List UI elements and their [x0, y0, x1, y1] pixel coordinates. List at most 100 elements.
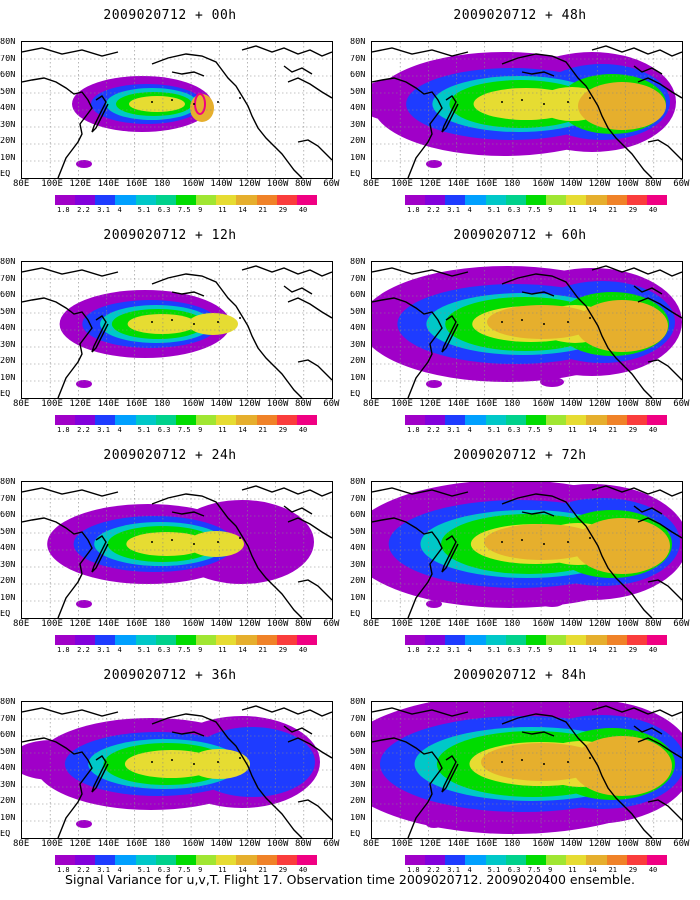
latitude-tick-label: 30N: [0, 120, 16, 130]
observation-dot: [217, 541, 219, 543]
observation-dot: [521, 759, 523, 761]
colorbar-level-label: 21: [608, 206, 617, 214]
latitude-tick-label: 10N: [350, 813, 366, 823]
longitude-tick-label: 80E: [363, 839, 380, 849]
colorbar: [405, 195, 668, 205]
colorbar-level-label: 29: [278, 206, 288, 214]
variance-field: [59, 290, 238, 388]
colorbar-level-label: 40: [648, 206, 658, 214]
latitude-tick-label: 60N: [0, 291, 16, 300]
colorbar-swatch: [135, 855, 157, 865]
colorbar-level-label: 1.8: [57, 206, 70, 214]
colorbar-swatch: [465, 855, 487, 865]
longitude-labels: 80E 100E 120E 140E 160E 180 160W 140W 120W 100W 80…: [363, 179, 690, 191]
panel-title: 2009020712 + 48h: [453, 8, 587, 23]
colorbar-swatch: [465, 195, 487, 205]
latitude-labels: 80N 70N 60N 50N 40N 30N 20N 10N EQ: [350, 478, 371, 619]
latitude-labels: 80N 70N 60N 50N 40N 30N 20N 10N EQ: [0, 478, 21, 619]
latitude-tick-label: 50N: [0, 87, 16, 97]
longitude-tick-label: 80W: [645, 839, 662, 849]
observation-points: [501, 537, 591, 545]
contour-yellow: [188, 313, 238, 335]
colorbar-level-label: 6.3: [157, 426, 171, 434]
longitude-tick-label: 100W: [616, 619, 639, 629]
latitude-tick-label: 20N: [350, 577, 366, 586]
colorbar-level-label: 7.5: [177, 206, 191, 214]
longitude-tick-label: 120E: [419, 619, 442, 629]
contour-orange: [574, 518, 670, 574]
colorbar-labels: 1.8 2.2 3.1 4 5.1 6.3 7.5 9 11 14 21 29 40: [55, 646, 317, 655]
colorbar-level-label: 2.2: [77, 206, 90, 214]
observation-dot: [193, 763, 195, 765]
latitude-labels: 80N 70N 60N 50N 40N 30N 20N 10N EQ: [0, 258, 21, 399]
variance-field: [372, 482, 682, 608]
colorbar-level-label: 14: [588, 426, 597, 434]
colorbar-swatch: [485, 195, 507, 205]
colorbar-swatch: [445, 415, 466, 425]
panel-title: 2009020712 + 24h: [103, 448, 237, 463]
panel-title: 2009020712 + 36h: [103, 668, 237, 683]
colorbar-swatch: [296, 635, 318, 645]
colorbar-swatch: [546, 855, 567, 865]
longitude-tick-label: 140W: [210, 839, 233, 849]
colorbar-swatch: [405, 635, 426, 645]
observation-points: [151, 757, 241, 765]
latitude-tick-label: 30N: [0, 780, 16, 790]
colorbar-swatch: [606, 195, 628, 205]
colorbar-level-label: 6.3: [507, 866, 521, 874]
colorbar-level-label: 14: [588, 866, 597, 874]
colorbar-swatch: [216, 635, 237, 645]
panel-title: 2009020712 + 72h: [453, 448, 587, 463]
colorbar-level-label: 5.1: [137, 866, 151, 874]
latitude-tick-label: 20N: [0, 577, 16, 586]
colorbar-level-label: 6.3: [157, 206, 171, 214]
coastlines: [372, 705, 682, 838]
latitude-tick-label: EQ: [350, 390, 361, 399]
colorbar-swatch: [155, 635, 177, 645]
latitude-tick-label: 70N: [0, 714, 16, 724]
observation-dot: [589, 97, 591, 99]
contour-yellow: [188, 749, 250, 779]
latitude-tick-label: 60N: [0, 731, 16, 740]
observation-dot: [521, 99, 523, 101]
observation-dot: [543, 323, 545, 325]
longitude-tick-label: 100E: [391, 179, 413, 189]
colorbar-level-label: 11: [218, 206, 227, 214]
longitude-labels: 80E 100E 120E 140E 160E 180 160W 140W 120W 100W 80…: [13, 179, 340, 191]
colorbar-swatch: [55, 195, 76, 205]
longitude-tick-label: 140E: [447, 399, 470, 409]
latitude-tick-label: 50N: [350, 307, 366, 317]
colorbar-level-label: 14: [238, 426, 247, 434]
graticule: [22, 702, 332, 838]
colorbar-level-label: 9: [198, 646, 203, 654]
colorbar-level-label: 29: [628, 646, 638, 654]
longitude-tick-label: 60W: [323, 839, 340, 849]
colorbar-level-label: 1.8: [407, 426, 420, 434]
colorbar-swatch: [566, 195, 587, 205]
colorbar-level-label: 3.1: [447, 866, 460, 874]
graticule: [22, 262, 332, 398]
longitude-tick-label: 160W: [182, 839, 204, 849]
colorbar-level-label: 5.1: [487, 426, 501, 434]
longitude-tick-label: 100W: [616, 179, 639, 189]
latitude-tick-label: 70N: [0, 274, 16, 284]
colorbar-swatch: [566, 635, 587, 645]
longitude-tick-label: 80E: [363, 619, 380, 629]
colorbar-swatch: [296, 415, 318, 425]
contour-speck: [540, 597, 564, 607]
latitude-tick-label: 40N: [0, 764, 16, 773]
colorbar-level-label: 2.2: [427, 206, 440, 214]
colorbar: [55, 635, 318, 645]
variance-field: [47, 500, 314, 608]
latitude-tick-label: 10N: [0, 593, 16, 603]
forecast-panel: 2009020712 + 84h 80N 70N 60N 50N 40N 30N 20N 10N…: [350, 660, 690, 878]
colorbar-swatch: [95, 195, 116, 205]
colorbar-swatch: [505, 415, 527, 425]
forecast-panel: 2009020712 + 00h 80N 70N 60N 50N 40N 30N 20N 10N…: [0, 0, 340, 218]
colorbar-level-label: 14: [238, 866, 247, 874]
latitude-labels: 80N 70N 60N 50N 40N 30N 20N 10N EQ: [350, 698, 371, 839]
longitude-labels: 80E 100E 120E 140E 160E 180 160W 140W 120W 100W 80…: [363, 619, 690, 631]
longitude-tick-label: 160E: [475, 399, 498, 409]
map-plot-area: [371, 41, 683, 179]
colorbar-swatch: [216, 855, 237, 865]
